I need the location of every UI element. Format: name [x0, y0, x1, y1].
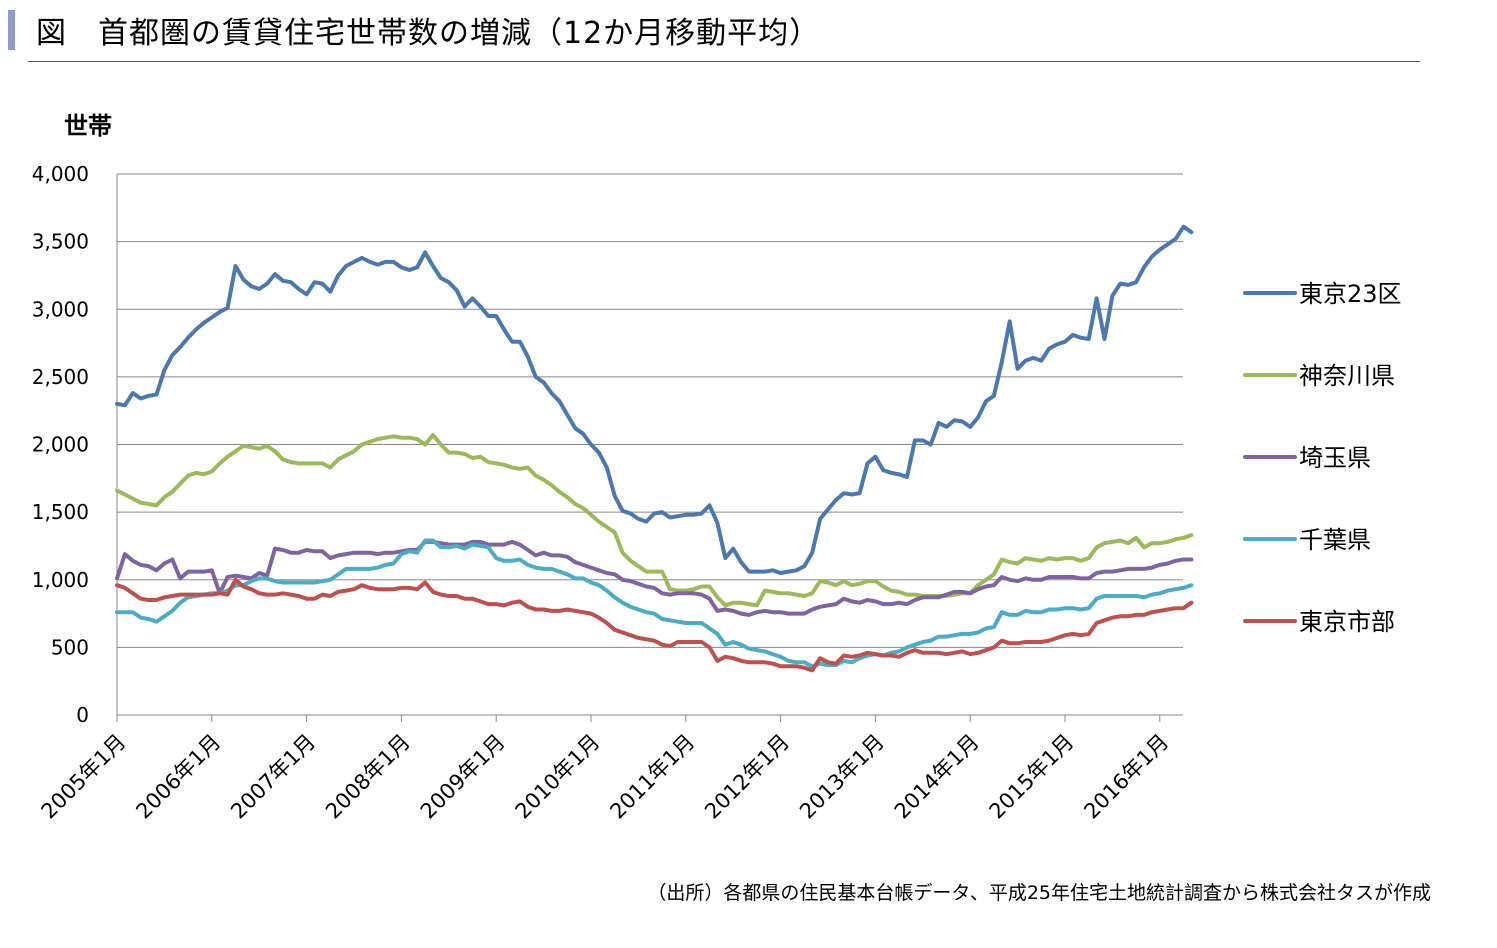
source-note: （出所）各都県の住民基本台帳データ、平成25年住宅土地統計調査から株式会社タスが… [647, 882, 1431, 904]
x-tick-label: 2007年1月 [226, 730, 320, 824]
gridlines [117, 173, 1183, 648]
x-tick-label: 2014年1月 [890, 730, 984, 824]
series-line-3 [115, 538, 1194, 669]
title-divider [28, 61, 1420, 62]
y-tick-label: 500 [51, 635, 89, 659]
legend-label-2: 埼玉県 [1299, 444, 1371, 472]
chart-title: 図 首都圏の賃貸住宅世帯数の増減（12か月移動平均） [36, 16, 821, 51]
x-tick-label: 2011年1月 [605, 730, 699, 824]
y-tick-label: 1,000 [32, 568, 89, 592]
y-axis-unit-label: 世帯 [64, 112, 112, 140]
x-tick-label: 2005年1月 [37, 730, 131, 824]
y-tick-label: 4,000 [32, 162, 89, 186]
legend-label-4: 東京市部 [1299, 608, 1395, 636]
y-tick-label: 3,000 [32, 297, 89, 321]
y-tick-label: 0 [76, 703, 89, 727]
x-tick-label: 2008年1月 [321, 730, 415, 824]
y-tick-label: 2,000 [32, 433, 89, 457]
legend-label-0: 東京23区 [1299, 280, 1402, 308]
series-line-1 [115, 433, 1194, 608]
y-tick-label: 3,500 [32, 230, 89, 254]
series-line-2 [115, 539, 1194, 617]
x-tick-label: 2013年1月 [795, 730, 889, 824]
legend-label-3: 千葉県 [1299, 526, 1371, 554]
legend-label-1: 神奈川県 [1299, 362, 1395, 390]
x-axis: 2005年1月 2006年1月 2007年1月 2008年1月 2009年1月 2010年… [37, 714, 1183, 824]
x-tick-label: 2012年1月 [700, 730, 794, 824]
y-tick-label: 2,500 [32, 365, 89, 389]
x-tick-label: 2015年1月 [985, 730, 1079, 824]
y-tick-label: 1,500 [32, 500, 89, 524]
series-line-4 [115, 577, 1194, 673]
series-line-0 [115, 224, 1194, 575]
series-lines [115, 224, 1194, 673]
x-tick-label: 2010年1月 [511, 730, 605, 824]
x-tick-label: 2016年1月 [1079, 730, 1173, 824]
title-accent-bar [8, 10, 15, 50]
x-tick-label: 2009年1月 [416, 730, 510, 824]
x-tick-label: 2006年1月 [131, 730, 225, 824]
y-axis: 0 500 1,000 1,500 2,000 2,500 3,000 3,500 4,000 [32, 162, 118, 727]
